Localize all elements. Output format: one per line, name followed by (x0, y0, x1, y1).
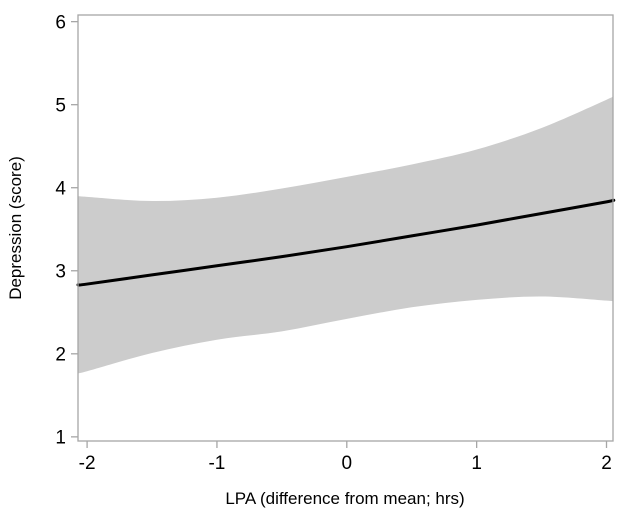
x-tick-label: 2 (601, 453, 612, 474)
y-tick-label: 1 (55, 427, 66, 448)
y-axis-title: Depression (score) (6, 156, 25, 300)
chart-layers: 1 2 3 4 5 6 -2 -1 0 1 2 (55, 12, 616, 474)
x-tick-label: 0 (342, 453, 353, 474)
y-tick-label: 4 (55, 178, 66, 199)
x-tick-label: -1 (208, 453, 225, 474)
y-tick-label: 2 (55, 344, 66, 365)
predicted-fit-line (76, 198, 616, 287)
plot-frame (77, 14, 614, 442)
x-axis-title: LPA (difference from mean; hrs) (225, 489, 464, 508)
x-tick-label: -2 (79, 453, 96, 474)
y-tick-label: 6 (55, 12, 66, 33)
confidence-band (78, 96, 614, 374)
x-tick-label: 1 (471, 453, 482, 474)
y-tick-label: 3 (55, 261, 66, 282)
y-tick-label: 5 (55, 95, 66, 116)
